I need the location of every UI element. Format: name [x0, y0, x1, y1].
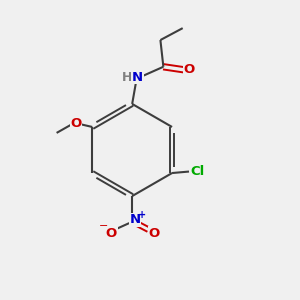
Text: O: O: [149, 227, 160, 240]
Text: +: +: [138, 210, 146, 220]
Text: O: O: [183, 63, 195, 76]
Text: O: O: [106, 227, 117, 240]
Text: N: N: [130, 213, 141, 226]
Text: −: −: [98, 221, 108, 231]
Text: Cl: Cl: [190, 165, 205, 178]
Text: H: H: [122, 71, 132, 84]
Text: N: N: [132, 71, 143, 84]
Text: O: O: [70, 118, 82, 130]
